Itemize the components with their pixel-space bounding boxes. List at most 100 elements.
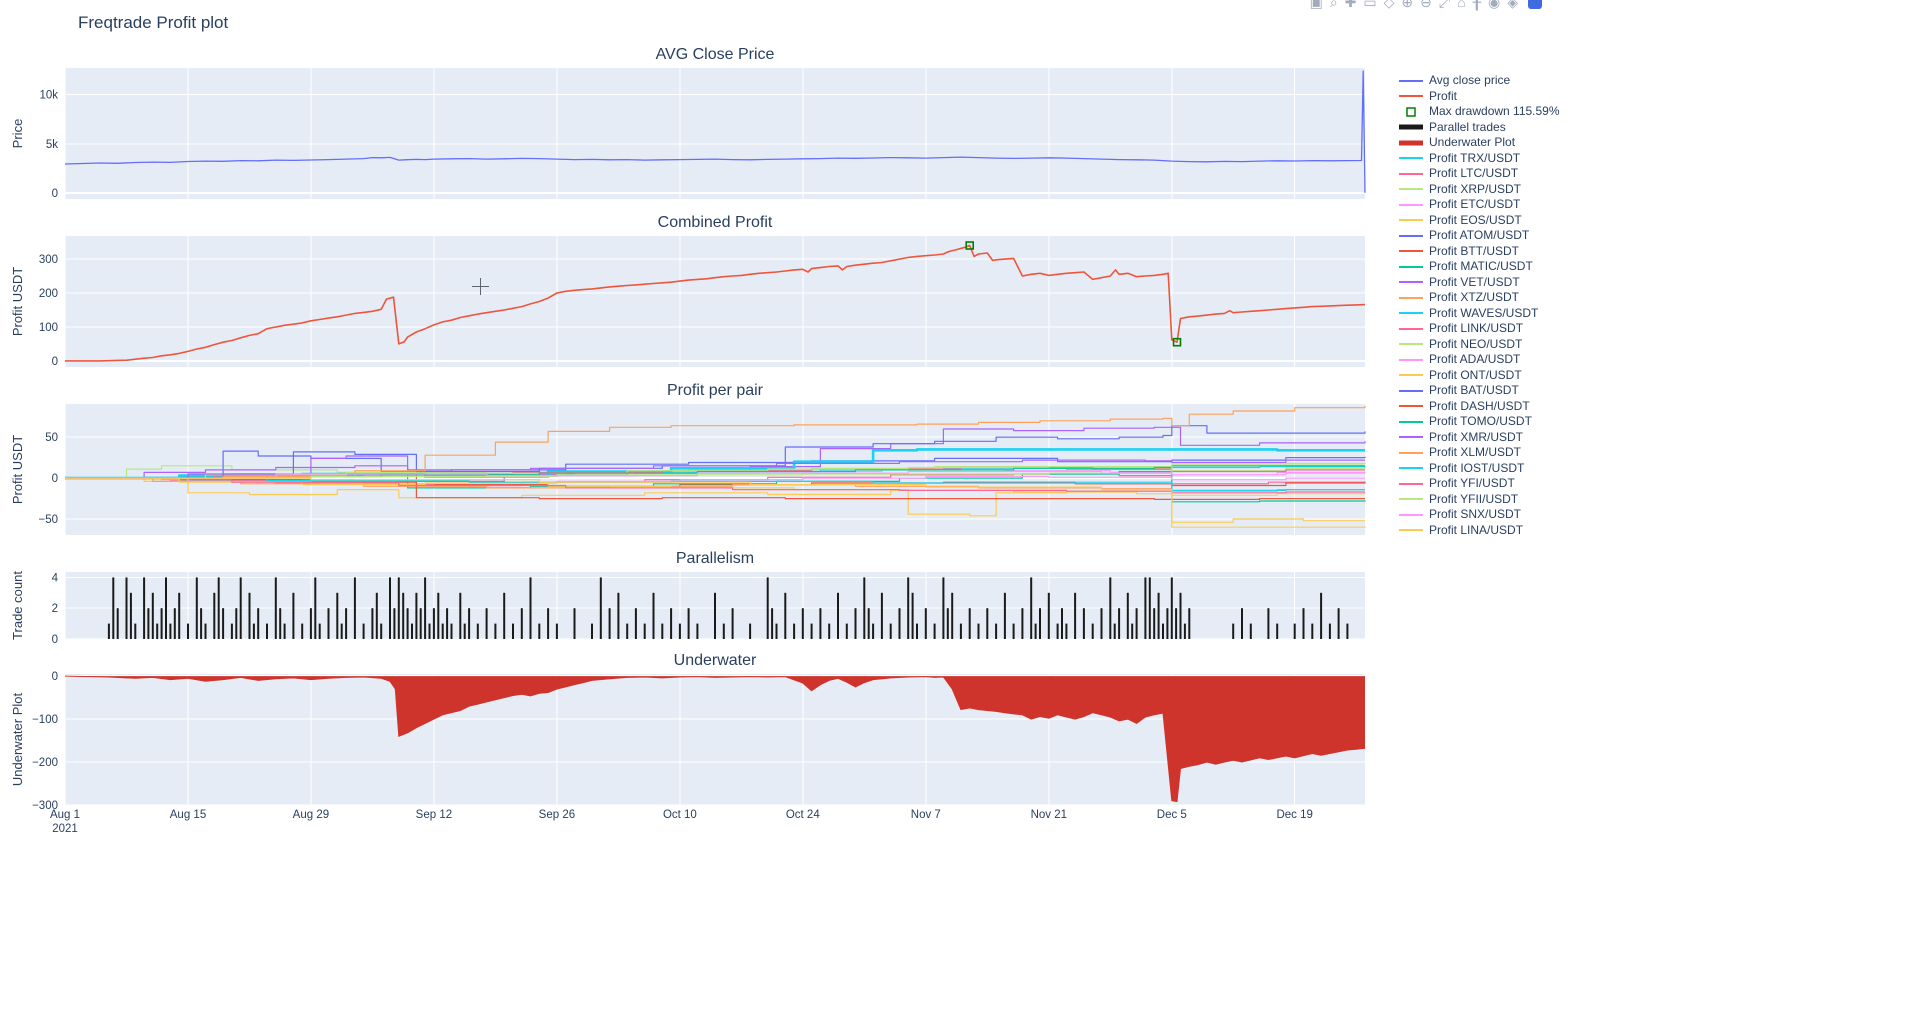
- legend-item-profit-neo-usdt[interactable]: Profit NEO/USDT: [1398, 337, 1560, 353]
- legend-item-profit-ltc-usdt[interactable]: Profit LTC/USDT: [1398, 166, 1560, 182]
- parallelism-bar: [1047, 592, 1050, 639]
- legend-item-profit-yfii-usdt[interactable]: Profit YFII/USDT: [1398, 492, 1560, 508]
- parallelism-bar: [837, 592, 839, 639]
- legend-item-profit-ada-usdt[interactable]: Profit ADA/USDT: [1398, 352, 1560, 368]
- legend-item-profit-link-usdt[interactable]: Profit LINK/USDT: [1398, 321, 1560, 337]
- y-tick-label: 200: [39, 288, 58, 300]
- parallelism-bar: [112, 577, 115, 639]
- series-Profit SNX/USDT: [65, 470, 1365, 479]
- y-tick-label: 0: [52, 188, 58, 200]
- parallelism-bar: [345, 608, 348, 639]
- x-tick-year-label: 2021: [52, 823, 78, 835]
- parallelism-bar: [274, 577, 277, 639]
- legend-item-profit-lina-usdt[interactable]: Profit LINA/USDT: [1398, 523, 1560, 539]
- legend-item-profit-xtz-usdt[interactable]: Profit XTZ/USDT: [1398, 290, 1560, 306]
- legend-item-profit-waves-usdt[interactable]: Profit WAVES/USDT: [1398, 306, 1560, 322]
- zoom-in-icon[interactable]: ⊕: [1401, 0, 1414, 10]
- legend-item-profit-trx-usdt[interactable]: Profit TRX/USDT: [1398, 151, 1560, 167]
- parallelism-bar: [634, 608, 637, 639]
- parallelism-bar: [1166, 608, 1169, 639]
- legend-item-avg-close-price[interactable]: Avg close price: [1398, 73, 1560, 89]
- legend-label: Profit ATOM/USDT: [1429, 228, 1530, 242]
- hover-compare-icon[interactable]: ◈: [1507, 0, 1518, 10]
- legend-label: Profit TRX/USDT: [1429, 150, 1521, 165]
- parallelism-bar: [916, 623, 918, 639]
- parallelism-bar: [1074, 592, 1077, 639]
- legend-swatch: [1399, 358, 1423, 361]
- x-tick-label: Aug 29: [293, 809, 329, 821]
- parallelism-bar: [503, 592, 506, 639]
- legend-item-profit-etc-usdt[interactable]: Profit ETC/USDT: [1398, 197, 1560, 213]
- parallelism-bar: [116, 608, 119, 639]
- parallelism-bar: [248, 592, 251, 639]
- parallelism-bar: [187, 623, 189, 639]
- legend-item-profit-atom-usdt[interactable]: Profit ATOM/USDT: [1398, 228, 1560, 244]
- parallelism-bar: [143, 577, 146, 639]
- area-Underwater Plot: [65, 676, 1365, 802]
- legend-item-profit-xlm-usdt[interactable]: Profit XLM/USDT: [1398, 445, 1560, 461]
- legend-item-profit-xmr-usdt[interactable]: Profit XMR/USDT: [1398, 430, 1560, 446]
- y-axis-title: Price: [10, 119, 25, 149]
- parallelism-bar: [468, 608, 471, 639]
- autoscale-icon[interactable]: ⤢: [1438, 0, 1451, 10]
- parallelism-bar: [151, 592, 154, 639]
- legend-swatch: [1399, 157, 1423, 160]
- pan-icon[interactable]: ✚: [1344, 0, 1357, 10]
- parallelism-bar: [437, 592, 440, 639]
- parallelism-bar: [485, 608, 488, 639]
- zoom-out-icon[interactable]: ⊖: [1420, 0, 1432, 10]
- parallelism-bar: [810, 623, 813, 639]
- parallelism-bar: [1302, 608, 1305, 639]
- parallelism-bar: [1175, 608, 1178, 639]
- parallelism-bar: [1113, 623, 1116, 639]
- y-tick-label: 50: [45, 432, 58, 444]
- plotly-logo-icon[interactable]: [1528, 0, 1542, 9]
- legend-item-profit[interactable]: Profit: [1398, 89, 1560, 105]
- x-tick-label: Sep 12: [416, 809, 452, 821]
- download-plot-icon[interactable]: ▣: [1309, 0, 1323, 10]
- legend-item-max-drawdown-115-59-[interactable]: Max drawdown 115.59%: [1398, 104, 1560, 120]
- parallelism-bar: [266, 623, 268, 639]
- legend-item-profit-xrp-usdt[interactable]: Profit XRP/USDT: [1398, 182, 1560, 198]
- legend-item-underwater-plot[interactable]: Underwater Plot: [1398, 135, 1560, 151]
- legend-swatch: [1399, 343, 1423, 346]
- parallelism-bar: [1061, 608, 1063, 639]
- legend-item-profit-tomo-usdt[interactable]: Profit TOMO/USDT: [1398, 414, 1560, 430]
- parallelism-bar: [793, 623, 796, 639]
- legend-item-profit-yfi-usdt[interactable]: Profit YFI/USDT: [1398, 476, 1560, 492]
- parallelism-bar: [222, 608, 225, 639]
- plot-area-1[interactable]: [65, 236, 1365, 367]
- legend-item-profit-ont-usdt[interactable]: Profit ONT/USDT: [1398, 368, 1560, 384]
- reset-axes-icon[interactable]: ⌂: [1457, 0, 1466, 10]
- parallelism-bar: [898, 608, 901, 639]
- toggle-spikelines-icon[interactable]: ╂: [1472, 0, 1481, 10]
- lasso-select-icon[interactable]: ◇: [1383, 0, 1395, 10]
- parallelism-bar: [165, 577, 167, 639]
- parallelism-bar: [512, 623, 514, 639]
- legend-label: Profit YFI/USDT: [1429, 476, 1515, 490]
- zoom-icon[interactable]: ⌕: [1329, 0, 1338, 10]
- legend-swatch: [1399, 172, 1423, 175]
- legend-label: Profit LINA/USDT: [1429, 522, 1524, 537]
- parallelism-bar: [424, 577, 427, 639]
- legend-item-profit-iost-usdt[interactable]: Profit IOST/USDT: [1398, 461, 1560, 477]
- legend-item-parallel-trades[interactable]: Parallel trades: [1398, 120, 1560, 136]
- legend-item-profit-matic-usdt[interactable]: Profit MATIC/USDT: [1398, 259, 1560, 275]
- hover-closest-icon[interactable]: ◉: [1488, 0, 1501, 10]
- legend-item-profit-vet-usdt[interactable]: Profit VET/USDT: [1398, 275, 1560, 291]
- series-Avg close price: [64, 70, 1366, 193]
- box-select-icon[interactable]: ▭: [1363, 0, 1377, 10]
- legend-label: Profit ADA/USDT: [1429, 352, 1521, 366]
- parallelism-bar: [1131, 623, 1134, 639]
- legend-item-profit-eos-usdt[interactable]: Profit EOS/USDT: [1398, 213, 1560, 229]
- legend-item-profit-bat-usdt[interactable]: Profit BAT/USDT: [1398, 383, 1560, 399]
- parallelism-bar: [771, 608, 774, 639]
- x-tick-label: Dec 5: [1157, 809, 1187, 821]
- parallelism-bar: [1034, 623, 1037, 639]
- legend-item-profit-btt-usdt[interactable]: Profit BTT/USDT: [1398, 244, 1560, 260]
- legend-item-profit-snx-usdt[interactable]: Profit SNX/USDT: [1398, 507, 1560, 523]
- parallelism-bar: [1346, 623, 1349, 639]
- plot-area-0[interactable]: [65, 68, 1365, 199]
- parallelism-bar: [1118, 608, 1121, 639]
- legend-item-profit-dash-usdt[interactable]: Profit DASH/USDT: [1398, 399, 1560, 415]
